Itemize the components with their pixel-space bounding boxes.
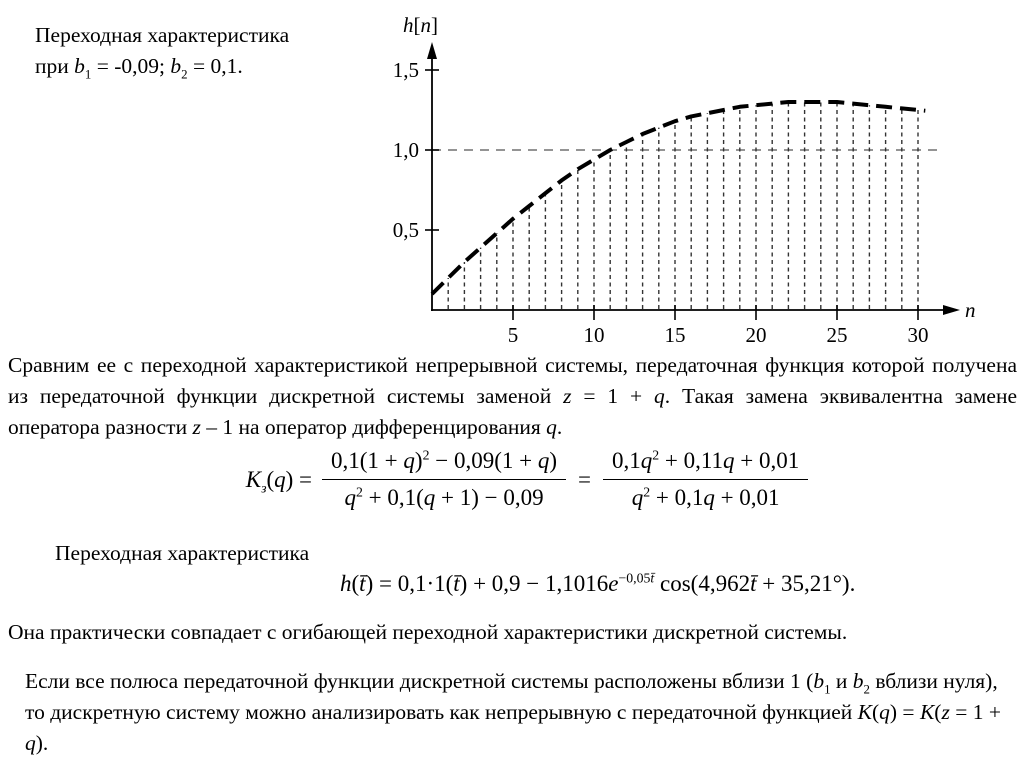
formula-k-equals: = [578,466,591,492]
y-tick-label: 1,5 [393,58,419,82]
formula-k-lhs: Kз(q) = [245,466,313,496]
y-tick-label: 0,5 [393,218,419,242]
paragraph-compare-continuous: Сравним ее с переходной характеристикой … [8,353,1017,439]
paragraph-envelope-match: Она практически совпадает с огибающей пе… [8,620,848,644]
fraction-1-numerator: 0,1(1 + q)2 − 0,09(1 + q) [322,447,567,480]
slide-title: Переходная характеристика при b1 = -0,09… [35,20,395,82]
x-tick-label: 10 [584,323,605,347]
step-response-chart: 0,5 1,0 1,5 5 10 15 20 25 30 h[n] n [378,6,1024,351]
slide-title-line2: при b1 = -0,09; b2 = 0,1. [35,54,243,82]
y-tick-label: 1,0 [393,138,419,162]
x-tick-label: 15 [665,323,686,347]
y-axis-label: h[n] [403,13,438,37]
x-tick-label: 25 [827,323,848,347]
fraction-2-denominator: q2 + 0,1q + 0,01 [631,484,780,510]
k-transfer-function-formula: Kз(q) = 0,1(1 + q)2 − 0,09(1 + q) q2 + 0… [0,447,1024,512]
paragraph-conclusion: Если все полюса передаточной функции дис… [25,669,1001,755]
continuous-step-response-formula: h(t̄) = 0,1·1(t̄) + 0,9 − 1,1016e−0,05t̄… [340,570,856,596]
slide-title-line1: Переходная характеристика [35,23,290,47]
chart-svg: 0,5 1,0 1,5 5 10 15 20 25 30 h[n] n [393,13,976,347]
x-axis-arrow [943,305,960,315]
formula-k-fraction-2: 0,1q2 + 0,11q + 0,01 q2 + 0,1q + 0,01 [603,447,809,512]
x-tick-label: 30 [908,323,929,347]
envelope-curve [430,100,926,296]
fraction-2-numerator: 0,1q2 + 0,11q + 0,01 [603,447,809,480]
fraction-1-denominator: q2 + 0,1(q + 1) − 0,09 [344,484,544,510]
formula-k-fraction-1: 0,1(1 + q)2 − 0,09(1 + q) q2 + 0,1(q + 1… [322,447,567,512]
caption-step-response: Переходная характеристика [55,541,310,565]
y-axis-arrow [427,42,437,59]
x-tick-label: 5 [508,323,519,347]
x-tick-label: 20 [746,323,767,347]
x-axis-label: n [965,298,976,322]
stem-lines [447,102,919,309]
